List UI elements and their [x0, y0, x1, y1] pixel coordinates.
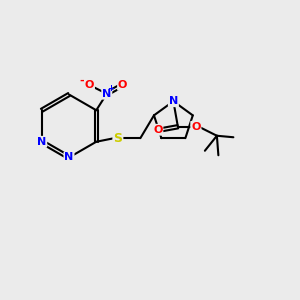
Text: +: + — [107, 84, 114, 93]
Text: O: O — [85, 80, 94, 90]
Text: S: S — [113, 132, 122, 145]
Text: O: O — [118, 80, 128, 90]
Text: O: O — [153, 125, 163, 135]
Text: N: N — [64, 152, 74, 163]
Text: O: O — [191, 122, 201, 132]
Text: N: N — [169, 96, 178, 106]
Text: -: - — [79, 76, 84, 86]
Text: N: N — [37, 137, 46, 147]
Text: N: N — [102, 89, 111, 99]
